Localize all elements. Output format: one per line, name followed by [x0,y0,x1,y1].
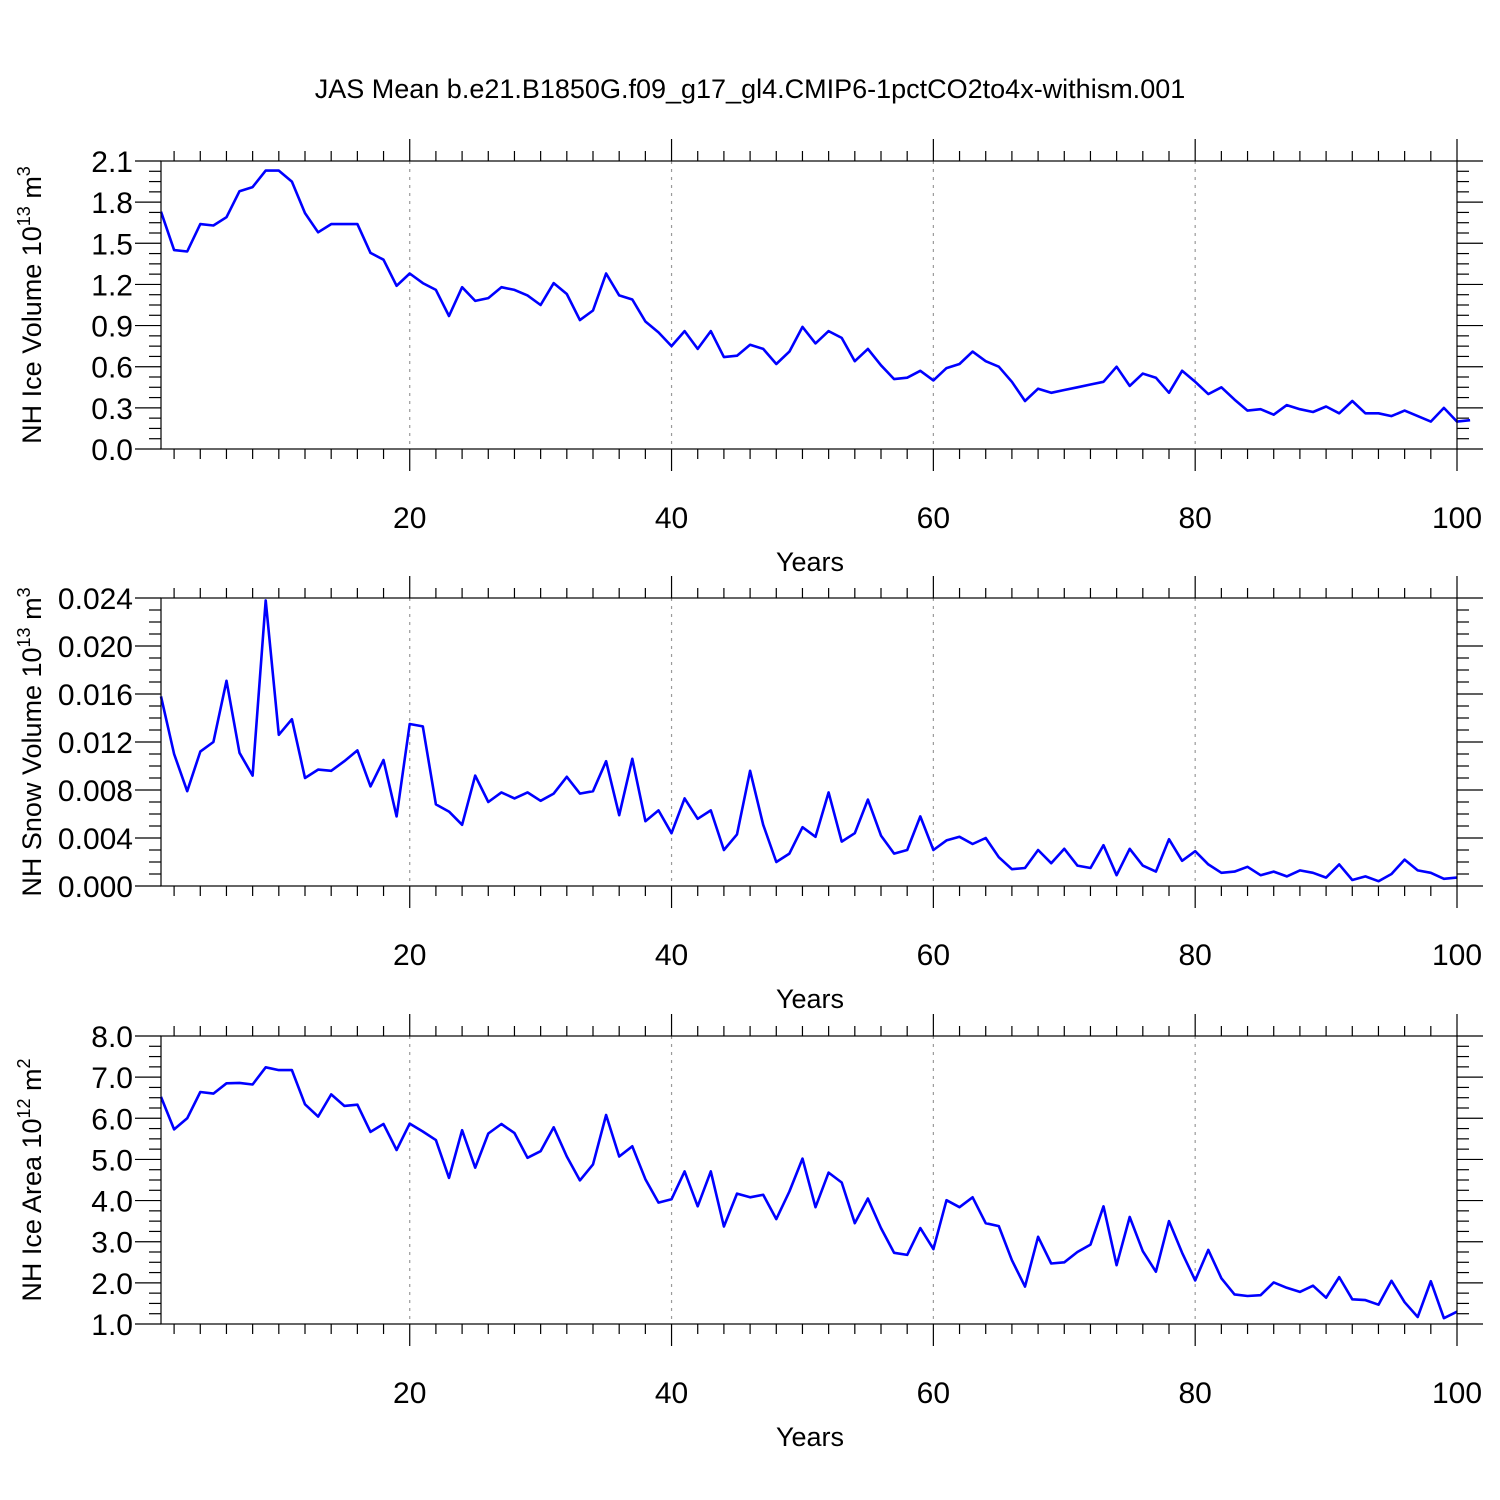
ice-area-ytick-label: 1.0 [91,1309,133,1342]
ice-volume-xtick-label: 100 [1432,502,1482,535]
snow-volume-ytick-label: 0.000 [58,871,133,904]
ice-area-plot-frame [160,1035,1458,1325]
ice-area-ytick-label: 7.0 [91,1062,133,1095]
ice-area-ytick-label: 4.0 [91,1186,133,1219]
ice-volume-ytick-label: 1.2 [91,269,133,302]
snow-volume-x-axis-title: Years [776,984,844,1014]
ice-volume-plot-frame [160,160,1458,450]
ice-area-ytick-label: 8.0 [91,1021,133,1054]
ice-volume-ytick-label: 1.5 [91,228,133,261]
ice-area-xtick-label: 20 [393,1377,426,1410]
ice-area-series-line [159,1066,1458,1320]
ice-volume-xtick-label: 80 [1178,502,1211,535]
ice-volume-xtick-label: 40 [655,502,688,535]
snow-volume-xtick-label: 40 [655,939,688,972]
panel-ice-area: 20 40 60 80 100 1.0 2.0 3.0 4.0 5.0 6.0 7.0 8.0 Years… [14,1014,1483,1452]
ice-volume-ytick-label: 1.8 [91,187,133,220]
ice-volume-ytick-label: 0.9 [91,311,133,344]
snow-volume-xtick-label: 20 [393,939,426,972]
ice-area-xtick-label: 100 [1432,1377,1482,1410]
snow-volume-ytick-label: 0.024 [58,583,133,616]
ice-area-ytick-label: 5.0 [91,1144,133,1177]
ice-volume-ytick-label: 0.0 [91,434,133,467]
panel-ice-volume: 20 40 60 80 100 0.0 0.3 0.6 0.9 1.2 1.5 1.8 2.1 Years… [14,139,1483,577]
snow-volume-y-axis-title: NH Snow Volume 1013 m3 [14,587,47,896]
snow-volume-xtick-label: 100 [1432,939,1482,972]
snow-volume-ytick-label: 0.008 [58,775,133,808]
ice-volume-xtick-label: 60 [917,502,950,535]
ice-area-xtick-label: 60 [917,1377,950,1410]
panel-snow-volume: 20 40 60 80 100 0.000 0.004 0.008 0.012 0.016 0.02… [14,576,1483,1014]
snow-volume-plot-frame [160,597,1458,887]
ice-area-xtick-label: 80 [1178,1377,1211,1410]
ice-volume-ytick-label: 0.3 [91,393,133,426]
ice-area-xtick-label: 40 [655,1377,688,1410]
ice-area-x-axis-title: Years [776,1422,844,1452]
snow-volume-ytick-label: 0.020 [58,631,133,664]
ice-volume-xtick-label: 20 [393,502,426,535]
ice-volume-ytick-label: 2.1 [91,146,133,179]
ice-area-ytick-label: 6.0 [91,1103,133,1136]
ice-area-ytick-label: 2.0 [91,1268,133,1301]
title-clip-mask [0,560,14,578]
ice-volume-x-axis-title: Years [776,547,844,577]
ice-area-ytick-label: 3.0 [91,1227,133,1260]
ice-volume-series-line [159,169,1471,423]
snow-volume-xtick-label: 60 [917,939,950,972]
snow-volume-ytick-label: 0.004 [58,823,133,856]
ice-volume-ytick-label: 0.6 [91,352,133,385]
snow-volume-ytick-label: 0.016 [58,679,133,712]
snow-volume-series-line [159,599,1458,883]
chart-title: JAS Mean b.e21.B1850G.f09_g17_gl4.CMIP6-… [315,74,1186,104]
snow-volume-xtick-label: 80 [1178,939,1211,972]
snow-volume-ytick-label: 0.012 [58,727,133,760]
ice-area-y-axis-title: NH Ice Area 1012 m2 [14,1058,47,1301]
ice-volume-y-axis-title: NH Ice Volume 1013 m3 [14,166,47,444]
